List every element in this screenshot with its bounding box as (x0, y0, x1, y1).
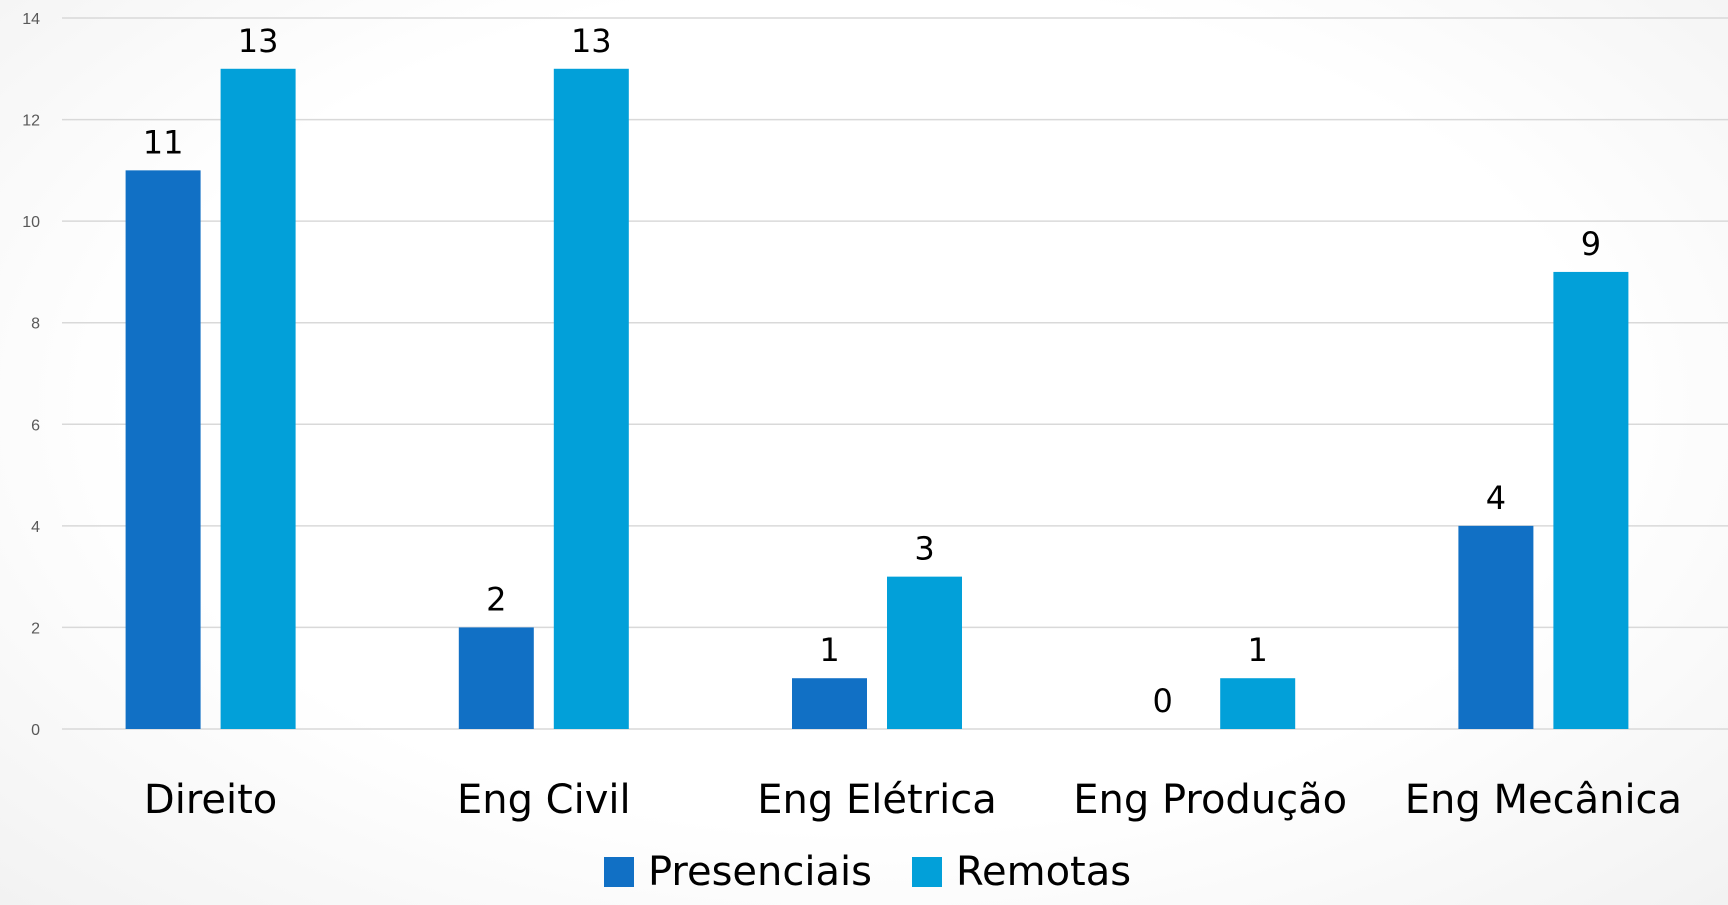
x-tick-label: Eng Civil (457, 777, 631, 823)
data-label: 4 (1486, 479, 1506, 517)
legend: Presenciais Remotas (604, 849, 1131, 895)
x-tick-label: Eng Mecânica (1405, 777, 1682, 823)
bar-remotas (220, 68, 296, 730)
data-label: 0 (1153, 682, 1173, 720)
y-tick-label: 2 (31, 620, 40, 637)
bar-remotas (553, 68, 629, 730)
data-label: 9 (1581, 225, 1601, 263)
data-label: 13 (238, 22, 279, 60)
y-tick-label: 8 (31, 316, 40, 333)
legend-swatch-presenciais (604, 857, 634, 887)
bars (125, 68, 1629, 730)
gridlines (62, 17, 1728, 730)
x-axis-ticks: Direito Eng Civil Eng Elétrica Eng Produção… (144, 777, 1682, 823)
y-axis-ticks: 0 2 4 6 8 10 12 14 (22, 11, 40, 739)
y-tick-label: 12 (22, 113, 40, 130)
data-label: 1 (819, 631, 839, 669)
bar-presenciais (1458, 525, 1534, 729)
bar-presenciais (125, 170, 201, 729)
data-label: 1 (1248, 631, 1268, 669)
bar-remotas (887, 576, 962, 729)
legend-label: Presenciais (648, 849, 872, 895)
x-tick-label: Direito (144, 777, 277, 823)
legend-swatch-remotas (912, 857, 942, 887)
y-tick-label: 10 (22, 214, 40, 231)
data-label: 2 (486, 580, 506, 618)
data-label: 3 (914, 530, 934, 568)
data-label: 11 (143, 123, 184, 161)
x-tick-label: Eng Produção (1073, 777, 1347, 823)
x-tick-label: Eng Elétrica (757, 777, 996, 823)
y-tick-label: 6 (31, 417, 40, 434)
bar-presenciais (792, 678, 867, 729)
y-tick-label: 4 (31, 519, 40, 536)
data-label: 13 (571, 22, 612, 60)
y-tick-label: 14 (22, 11, 40, 28)
bar-remotas (1553, 271, 1629, 729)
bar-presenciais (458, 627, 534, 729)
bar-remotas (1220, 678, 1296, 729)
y-tick-label: 0 (31, 722, 40, 739)
legend-label: Remotas (956, 849, 1131, 895)
